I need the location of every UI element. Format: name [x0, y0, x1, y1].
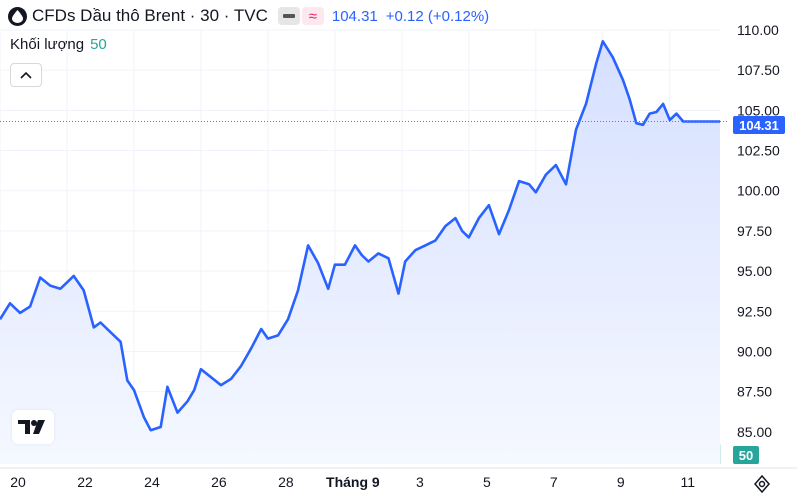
- x-axis-tick-label: 9: [617, 474, 625, 490]
- y-axis-tick-label: 110.00: [737, 22, 779, 38]
- chevron-up-icon: [20, 71, 32, 79]
- volume-badge: 50: [733, 446, 759, 464]
- drop-icon: [8, 6, 27, 26]
- y-axis-tick-label: 107.50: [737, 62, 780, 78]
- x-axis-tick-label: 26: [211, 474, 227, 490]
- wave-icon[interactable]: ≈: [301, 7, 324, 25]
- last-price: 104.31: [331, 7, 378, 25]
- y-axis-tick-label: 92.50: [737, 303, 772, 319]
- gear-icon: [754, 475, 770, 493]
- minus-icon[interactable]: [277, 7, 300, 25]
- y-axis-tick-label: 85.00: [737, 424, 772, 440]
- x-axis-tick-label: 22: [77, 474, 93, 490]
- symbol-title[interactable]: CFDs Dầu thô Brent · 30 · TVC: [32, 6, 268, 25]
- collapse-legend-button[interactable]: [10, 63, 42, 87]
- volume-indicator-legend[interactable]: Khối lượng 50: [10, 36, 107, 53]
- y-axis-tick-label: 97.50: [737, 223, 772, 239]
- tradingview-logo[interactable]: [12, 410, 54, 444]
- y-axis-tick-label: 105.00: [737, 102, 780, 118]
- x-axis-tick-label: 7: [550, 474, 558, 490]
- y-axis-tick-label: 87.50: [737, 384, 772, 400]
- x-axis-tick-label: 24: [144, 474, 160, 490]
- y-axis-tick-label: 102.50: [737, 143, 780, 159]
- y-axis-tick-label: 90.00: [737, 343, 772, 359]
- chart-header: CFDs Dầu thô Brent · 30 · TVC ≈ 104.31 +…: [8, 5, 489, 27]
- y-axis-tick-label: 95.00: [737, 263, 772, 279]
- x-axis-tick-label: 20: [10, 474, 26, 490]
- settings-button[interactable]: [752, 474, 772, 494]
- x-axis-tick-label: Tháng 9: [326, 474, 380, 490]
- volume-value: 50: [90, 36, 107, 53]
- x-axis-tick-label: 5: [483, 474, 491, 490]
- price-line: [0, 40, 720, 432]
- x-axis-tick-label: 28: [278, 474, 294, 490]
- last-price-badge: 104.31: [733, 116, 785, 134]
- volume-label: Khối lượng: [10, 36, 85, 53]
- price-change: +0.12 (+0.12%): [385, 7, 490, 25]
- x-axis-tick-label: 11: [680, 474, 695, 490]
- x-axis-tick-label: 3: [416, 474, 424, 490]
- y-axis-tick-label: 100.00: [737, 183, 780, 199]
